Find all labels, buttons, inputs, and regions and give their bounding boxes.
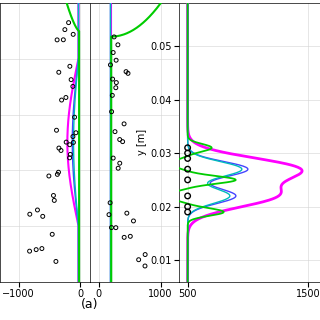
Point bbox=[53, 259, 59, 264]
Point bbox=[71, 140, 76, 145]
Point bbox=[108, 200, 113, 205]
Point bbox=[34, 247, 39, 252]
Point bbox=[116, 166, 121, 171]
Point bbox=[56, 170, 61, 175]
Point bbox=[71, 32, 76, 37]
Point bbox=[185, 145, 190, 150]
Point bbox=[128, 234, 133, 239]
Point bbox=[142, 263, 148, 268]
Point bbox=[107, 212, 112, 217]
Point bbox=[122, 235, 127, 240]
Point bbox=[59, 98, 64, 103]
Text: (a): (a) bbox=[81, 298, 98, 311]
Point bbox=[185, 167, 190, 172]
Point bbox=[67, 142, 72, 147]
Point bbox=[56, 146, 61, 151]
Point bbox=[35, 207, 40, 212]
Point bbox=[109, 109, 114, 114]
Point bbox=[70, 134, 76, 139]
Point bbox=[115, 42, 120, 47]
Point bbox=[51, 193, 56, 198]
Point bbox=[117, 137, 122, 142]
Point bbox=[52, 198, 57, 203]
Point bbox=[62, 27, 68, 32]
Point bbox=[56, 70, 61, 75]
Point bbox=[50, 232, 55, 237]
Point bbox=[185, 156, 190, 161]
Point bbox=[73, 130, 78, 135]
Point bbox=[110, 93, 115, 98]
Point bbox=[143, 252, 148, 257]
Point bbox=[70, 84, 76, 89]
Point bbox=[117, 161, 122, 166]
Point bbox=[185, 177, 190, 182]
Point bbox=[54, 37, 60, 43]
Point bbox=[125, 71, 131, 76]
Point bbox=[27, 212, 32, 217]
Point bbox=[185, 150, 190, 156]
Point bbox=[112, 129, 117, 134]
Point bbox=[54, 128, 59, 133]
Point bbox=[111, 50, 116, 55]
Point bbox=[63, 95, 68, 100]
Point bbox=[111, 156, 116, 161]
Point bbox=[66, 20, 71, 25]
Point bbox=[46, 173, 52, 179]
Point bbox=[59, 148, 64, 153]
Point bbox=[68, 77, 74, 82]
Point bbox=[124, 69, 129, 74]
Point bbox=[114, 58, 119, 63]
Point bbox=[185, 209, 190, 214]
Point bbox=[55, 172, 60, 177]
Y-axis label: y [m]: y [m] bbox=[137, 129, 147, 156]
Point bbox=[122, 121, 127, 126]
Point bbox=[68, 152, 73, 157]
Point bbox=[113, 225, 118, 230]
Point bbox=[124, 211, 129, 216]
Point bbox=[67, 64, 72, 69]
Point bbox=[40, 214, 45, 219]
Point bbox=[185, 204, 190, 209]
Point bbox=[112, 34, 117, 39]
Point bbox=[39, 246, 44, 251]
Point bbox=[72, 115, 77, 120]
Point bbox=[27, 249, 32, 254]
Point bbox=[131, 218, 136, 223]
Point bbox=[114, 80, 119, 85]
Point bbox=[109, 225, 114, 230]
Point bbox=[136, 257, 141, 262]
Point bbox=[108, 62, 113, 68]
Point bbox=[67, 155, 72, 160]
Point bbox=[113, 85, 118, 90]
Point bbox=[64, 140, 69, 145]
Point bbox=[120, 139, 125, 144]
Point bbox=[185, 193, 190, 198]
Point bbox=[61, 37, 66, 42]
Point bbox=[110, 76, 115, 82]
